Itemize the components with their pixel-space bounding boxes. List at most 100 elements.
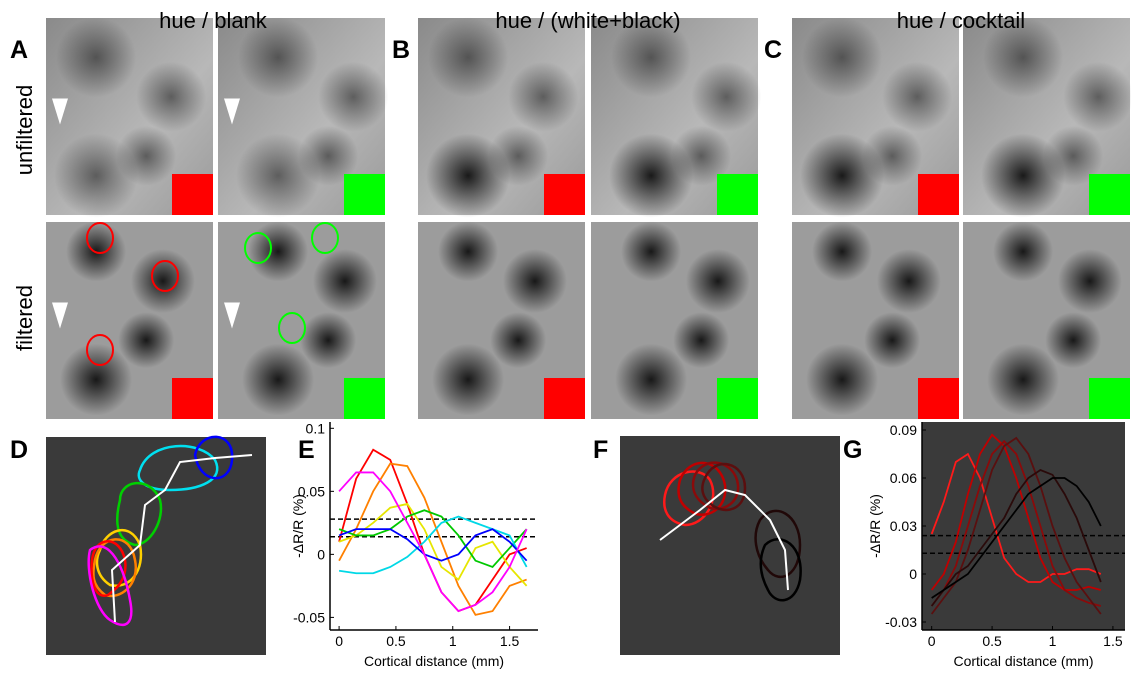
contour-map-f xyxy=(620,436,840,655)
tile-blob xyxy=(248,221,309,282)
arrowhead xyxy=(224,98,240,125)
tile-blob xyxy=(802,17,883,98)
tile-blob xyxy=(882,61,953,132)
x-axis-label: Cortical distance (mm) xyxy=(364,653,504,669)
tile-blob xyxy=(611,17,692,98)
contour xyxy=(244,232,272,264)
image-tile xyxy=(591,17,762,218)
contour-map-d xyxy=(46,435,266,655)
series-line xyxy=(930,452,1102,583)
image-tile xyxy=(792,221,959,419)
x-axis-label: Cortical distance (mm) xyxy=(953,653,1093,669)
tile-blob xyxy=(56,17,137,98)
x-tick-label: 0.5 xyxy=(386,633,406,649)
tile-blob xyxy=(993,221,1054,282)
row-label: filtered xyxy=(12,285,37,351)
color-square xyxy=(344,174,385,215)
color-square xyxy=(1089,378,1130,419)
tile-blob xyxy=(490,312,547,369)
panel-letter: E xyxy=(298,436,315,464)
image-tile xyxy=(963,17,1131,218)
tile-blob xyxy=(1045,312,1102,369)
x-tick-label: 0 xyxy=(335,633,343,649)
image-tile xyxy=(792,17,959,218)
panel-letter: D xyxy=(10,436,28,464)
plot-area xyxy=(922,422,1125,630)
tile-blob xyxy=(60,343,133,416)
tile-blob xyxy=(318,61,389,132)
tile-blob xyxy=(136,61,207,132)
tile-blob xyxy=(298,125,359,186)
series-line xyxy=(930,439,1102,607)
tile-blob xyxy=(1063,61,1131,132)
tile-blob xyxy=(1057,249,1122,314)
contour xyxy=(151,260,179,292)
tile-blob xyxy=(1043,125,1104,186)
series-line xyxy=(338,502,528,587)
panel-letter: F xyxy=(593,436,608,464)
tile-blob xyxy=(432,343,505,416)
tile-blob xyxy=(691,61,762,132)
y-tick-label: 0 xyxy=(909,566,917,582)
image-tile xyxy=(46,221,213,419)
tile-blob xyxy=(488,125,549,186)
image-tile xyxy=(591,221,758,419)
arrowhead xyxy=(224,302,240,329)
contour xyxy=(86,334,114,366)
color-square xyxy=(918,174,959,215)
color-square xyxy=(544,174,585,215)
tile-blob xyxy=(685,249,750,314)
arrowhead xyxy=(52,302,68,329)
y-tick-label: 0.09 xyxy=(890,422,917,438)
tile-blob xyxy=(987,343,1060,416)
series-line xyxy=(931,477,1102,599)
series-line xyxy=(338,528,528,562)
series-line xyxy=(338,462,527,616)
arrowhead xyxy=(52,98,68,125)
x-tick-label: 1.5 xyxy=(1103,633,1123,649)
row-label: unfiltered xyxy=(12,85,37,176)
tile-blob xyxy=(242,343,315,416)
tile-blob xyxy=(238,17,319,98)
tile-blob xyxy=(806,343,879,416)
series-line xyxy=(930,468,1102,607)
x-tick-label: 1 xyxy=(1049,633,1057,649)
tile-blob xyxy=(615,343,688,416)
series-line xyxy=(930,433,1102,591)
column-title: hue / cocktail xyxy=(897,8,1025,33)
panel-letter: G xyxy=(843,436,862,464)
panel-letter: B xyxy=(392,36,410,64)
tile-blob xyxy=(428,17,509,98)
y-tick-label: 0.06 xyxy=(890,470,917,486)
y-tick-label: 0.1 xyxy=(306,420,326,436)
x-tick-label: 0.5 xyxy=(982,633,1002,649)
tile-blob xyxy=(118,312,175,369)
column-title: hue / (white+black) xyxy=(495,8,680,33)
contour xyxy=(278,312,306,344)
color-square xyxy=(172,174,213,215)
tile-blob xyxy=(673,312,730,369)
color-square xyxy=(172,378,213,419)
tile-blob xyxy=(621,221,682,282)
y-tick-label: 0.05 xyxy=(298,483,325,499)
column-title: hue / blank xyxy=(159,8,268,33)
tile-blob xyxy=(864,312,921,369)
tile-blob xyxy=(983,17,1064,98)
y-tick-label: 0 xyxy=(317,546,325,562)
color-square xyxy=(544,378,585,419)
image-tile xyxy=(46,17,213,218)
tile-blob xyxy=(502,249,567,314)
color-square xyxy=(344,378,385,419)
tile-blob xyxy=(312,249,377,314)
x-tick-label: 1.5 xyxy=(500,633,520,649)
color-square xyxy=(918,378,959,419)
tile-blob xyxy=(508,61,579,132)
tile-blob xyxy=(862,125,923,186)
y-axis-label: -ΔR/R (%) xyxy=(867,494,883,558)
panel-letter: C xyxy=(764,36,782,64)
panel-letter: A xyxy=(10,36,28,64)
tile-blob xyxy=(130,249,195,314)
y-axis-label: -ΔR/R (%) xyxy=(290,494,306,558)
